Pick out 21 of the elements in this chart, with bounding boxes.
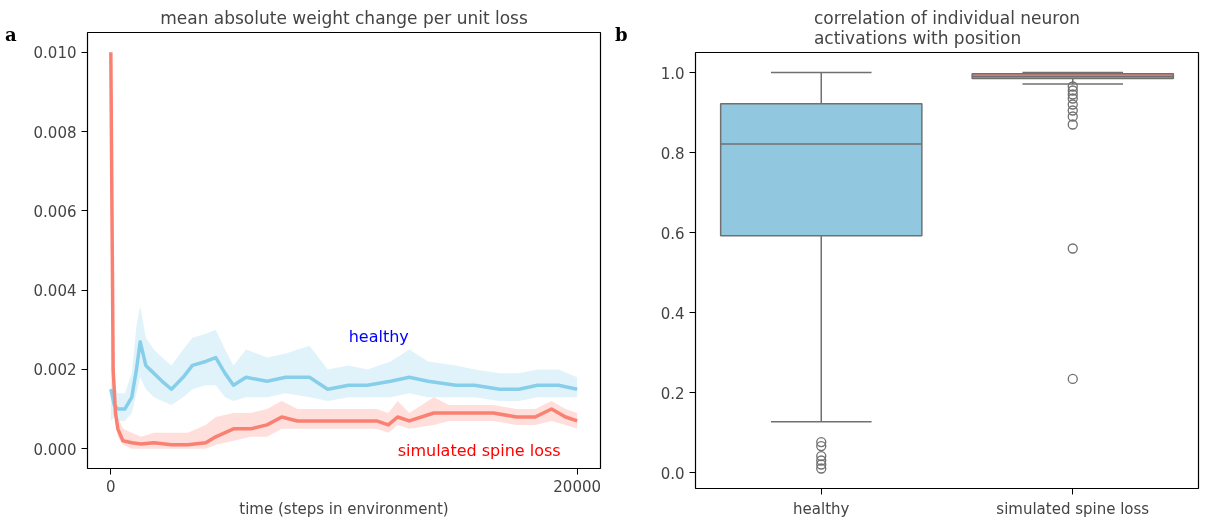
y-tick-label: 0.004 (33, 282, 77, 301)
series-label: simulated spine loss (397, 440, 561, 460)
series-label: healthy (348, 326, 409, 346)
y-tick-label: 0.0 (660, 464, 685, 483)
chart-title: mean absolute weight change per unit loss (160, 7, 528, 28)
x-tick-label: 0 (106, 477, 116, 496)
text: a (5, 23, 17, 47)
x-axis-title: time (steps in environment) (239, 499, 449, 518)
text: b (615, 23, 628, 47)
y-tick-label: 0.8 (660, 144, 685, 163)
y-tick-label: 0.010 (33, 44, 77, 63)
chart-title: correlation of individual neuron activations with position (813, 7, 1081, 48)
y-tick-label: 1.0 (660, 64, 685, 83)
y-tick-label: 0.008 (33, 123, 77, 142)
y-tick-label: 0.4 (660, 304, 685, 323)
y-tick-label: 0.006 (33, 202, 77, 221)
y-tick-label: 0.2 (660, 384, 685, 403)
x-tick-label: 20000 (553, 477, 602, 496)
y-tick-label: 0.6 (660, 224, 685, 243)
y-tick-label: 0.000 (33, 440, 77, 459)
y-tick-label: 0.002 (33, 361, 77, 380)
